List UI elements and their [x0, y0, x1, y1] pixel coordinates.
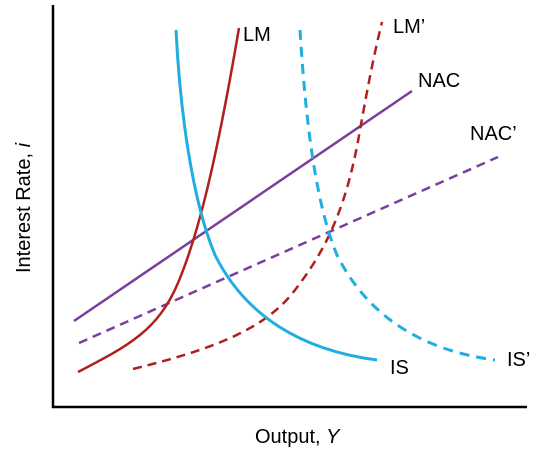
x-axis-title: Output, Y [255, 426, 341, 448]
lm-label: LM [243, 24, 271, 46]
is-prime-label: IS’ [507, 349, 530, 371]
axes [51, 5, 527, 409]
lm-curve [77, 27, 241, 374]
x-axis-title-variable: Y [326, 426, 341, 448]
nac-prime-label: NAC’ [470, 123, 517, 145]
y-axis-title: Interest Rate, i [13, 142, 35, 273]
is-label: IS [390, 357, 409, 379]
is-curve [174, 29, 378, 362]
x-axis-title-text: Output, [255, 426, 326, 448]
nac-curve [73, 89, 413, 323]
nac-prime-curve [78, 155, 499, 345]
lm-prime-label: LM’ [393, 16, 425, 38]
y-axis-title-text: Interest Rate, [13, 147, 35, 273]
nac-label: NAC [418, 70, 460, 92]
is-prime-curve [298, 29, 496, 362]
y-axis-title-variable: i [13, 142, 35, 147]
